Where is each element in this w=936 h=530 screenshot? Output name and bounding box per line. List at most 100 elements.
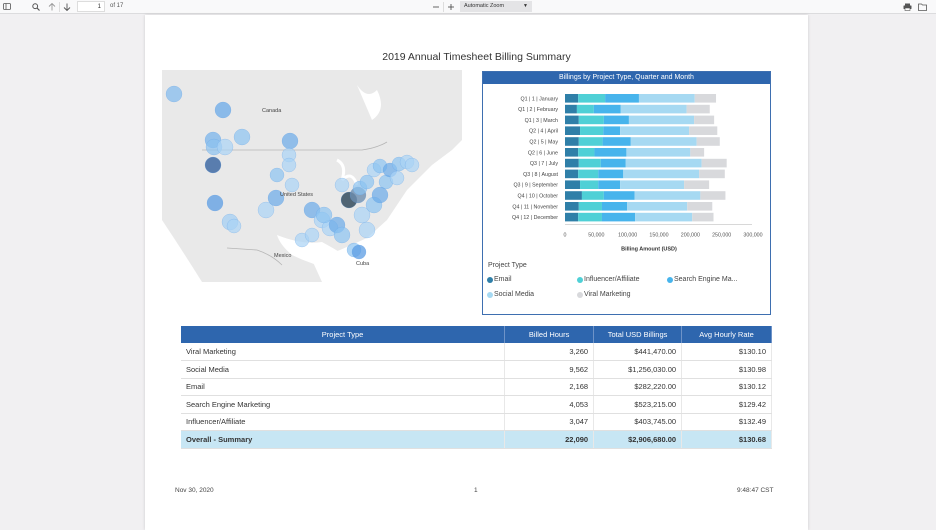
bar-segment-email[interactable] bbox=[565, 115, 579, 125]
bar-segment-email[interactable] bbox=[565, 126, 581, 135]
bar-segment-social-media[interactable] bbox=[635, 212, 693, 222]
bar-segment-social-media[interactable] bbox=[620, 104, 687, 114]
map-location-bubble[interactable] bbox=[204, 156, 222, 174]
bar-segment-search-engine-marketing[interactable] bbox=[598, 180, 621, 189]
bar-segment-influencer-affiliate[interactable] bbox=[580, 126, 604, 135]
legend-item-email[interactable]: Email bbox=[487, 276, 512, 283]
bar-segment-influencer-affiliate[interactable] bbox=[578, 115, 604, 125]
bar-segment-social-media[interactable] bbox=[626, 148, 691, 157]
bar-segment-social-media[interactable] bbox=[638, 94, 695, 103]
bar-segment-search-engine-marketing[interactable] bbox=[594, 148, 627, 157]
bar-segment-email[interactable] bbox=[565, 169, 579, 179]
bar-segment-influencer-affiliate[interactable] bbox=[578, 212, 602, 222]
bar-segment-search-engine-marketing[interactable] bbox=[598, 169, 624, 179]
legend-item-social-media[interactable]: Social Media bbox=[487, 291, 534, 298]
bar-segment-influencer-affiliate[interactable] bbox=[576, 104, 594, 114]
bar-segment-influencer-affiliate[interactable] bbox=[581, 191, 604, 200]
bar-segment-email[interactable] bbox=[565, 180, 581, 189]
map-location-bubble[interactable] bbox=[315, 206, 333, 224]
arrow-down-icon[interactable] bbox=[61, 1, 73, 12]
bar-segment-viral-marketing[interactable] bbox=[694, 115, 715, 125]
bar-segment-social-media[interactable] bbox=[627, 202, 688, 211]
print-icon[interactable] bbox=[901, 1, 913, 12]
map-location-bubble[interactable] bbox=[353, 206, 371, 224]
bar-segment-search-engine-marketing[interactable] bbox=[593, 104, 621, 114]
map-location-bubble[interactable] bbox=[371, 186, 389, 204]
map-location-bubble[interactable] bbox=[233, 128, 251, 146]
bar-segment-social-media[interactable] bbox=[623, 169, 700, 179]
bar-segment-social-media[interactable] bbox=[625, 158, 702, 168]
bar-segment-email[interactable] bbox=[565, 137, 579, 146]
bar-segment-viral-marketing[interactable] bbox=[696, 137, 720, 146]
map-location-bubble[interactable] bbox=[351, 244, 367, 260]
bar-segment-search-engine-marketing[interactable] bbox=[605, 94, 639, 103]
map-location-bubble[interactable] bbox=[334, 177, 350, 193]
page-number-input[interactable]: 1 bbox=[77, 1, 105, 12]
bar-segment-email[interactable] bbox=[565, 158, 579, 168]
bar-segment-search-engine-marketing[interactable] bbox=[600, 158, 626, 168]
bar-segment-email[interactable] bbox=[565, 202, 579, 211]
map-location-bubble[interactable] bbox=[257, 201, 275, 219]
bar-segment-influencer-affiliate[interactable] bbox=[578, 137, 603, 146]
bar-segment-search-engine-marketing[interactable] bbox=[603, 126, 621, 135]
map-location-bubble[interactable] bbox=[389, 170, 405, 186]
bar-segment-influencer-affiliate[interactable] bbox=[578, 148, 595, 157]
search-icon[interactable] bbox=[30, 1, 42, 12]
column-header-avg-hourly-rate[interactable]: Avg Hourly Rate bbox=[681, 326, 772, 343]
bar-segment-search-engine-marketing[interactable] bbox=[601, 212, 636, 222]
open-file-icon[interactable] bbox=[916, 1, 928, 12]
bar-segment-social-media[interactable] bbox=[634, 191, 701, 200]
bar-segment-email[interactable] bbox=[565, 212, 579, 222]
legend-item-influencer-affiliate[interactable]: Influencer/Affiliate bbox=[577, 276, 640, 283]
bar-segment-viral-marketing[interactable] bbox=[699, 169, 725, 179]
bar-segment-search-engine-marketing[interactable] bbox=[603, 191, 635, 200]
bar-segment-search-engine-marketing[interactable] bbox=[603, 115, 629, 125]
bar-segment-email[interactable] bbox=[565, 104, 577, 114]
column-header-total-usd-billings[interactable]: Total USD Billings bbox=[593, 326, 683, 343]
bar-segment-social-media[interactable] bbox=[630, 137, 697, 146]
bar-segment-email[interactable] bbox=[565, 191, 582, 200]
map-location-bubble[interactable] bbox=[358, 221, 376, 239]
bar-segment-influencer-affiliate[interactable] bbox=[578, 202, 602, 211]
column-header-billed-hours[interactable]: Billed Hours bbox=[504, 326, 595, 343]
map-location-bubble[interactable] bbox=[267, 189, 285, 207]
bar-segment-viral-marketing[interactable] bbox=[692, 212, 714, 222]
map-location-bubble[interactable] bbox=[281, 132, 299, 150]
bar-segment-viral-marketing[interactable] bbox=[690, 148, 705, 157]
map-location-bubble[interactable] bbox=[333, 226, 351, 244]
zoom-select[interactable]: Automatic Zoom ▼ bbox=[460, 1, 532, 12]
bar-segment-search-engine-marketing[interactable] bbox=[602, 137, 631, 146]
map-location-bubble[interactable] bbox=[206, 194, 224, 212]
sidebar-toggle-icon[interactable] bbox=[1, 1, 13, 12]
legend-item-viral-marketing[interactable]: Viral Marketing bbox=[577, 291, 631, 298]
column-header-project-type[interactable]: Project Type bbox=[181, 326, 506, 343]
map-location-bubble[interactable] bbox=[226, 218, 242, 234]
map-location-bubble[interactable] bbox=[214, 101, 232, 119]
bar-segment-viral-marketing[interactable] bbox=[684, 180, 710, 189]
bar-segment-social-media[interactable] bbox=[620, 126, 690, 135]
bar-segment-social-media[interactable] bbox=[620, 180, 685, 189]
bar-segment-viral-marketing[interactable] bbox=[687, 202, 713, 211]
bar-segment-email[interactable] bbox=[565, 94, 579, 103]
map-location-bubble[interactable] bbox=[216, 138, 234, 156]
map-location-bubble[interactable] bbox=[304, 227, 320, 243]
map-location-bubble[interactable] bbox=[165, 85, 183, 103]
map-location-bubble[interactable] bbox=[269, 167, 285, 183]
bar-segment-email[interactable] bbox=[565, 148, 579, 157]
zoom-in-icon[interactable] bbox=[445, 1, 457, 12]
bar-segment-viral-marketing[interactable] bbox=[694, 94, 717, 103]
map-location-bubble[interactable] bbox=[284, 177, 300, 193]
bar-segment-influencer-affiliate[interactable] bbox=[578, 158, 601, 168]
bar-segment-search-engine-marketing[interactable] bbox=[601, 202, 628, 211]
map-location-bubble[interactable] bbox=[404, 157, 420, 173]
bar-segment-social-media[interactable] bbox=[628, 115, 695, 125]
zoom-out-icon[interactable] bbox=[430, 1, 442, 12]
bar-segment-viral-marketing[interactable] bbox=[701, 158, 727, 168]
billing-location-map[interactable]: Canada United States Mexico Cuba bbox=[162, 70, 462, 282]
bar-segment-influencer-affiliate[interactable] bbox=[580, 180, 599, 189]
bar-segment-influencer-affiliate[interactable] bbox=[578, 169, 599, 179]
map-location-bubble[interactable] bbox=[359, 174, 375, 190]
bar-segment-viral-marketing[interactable] bbox=[689, 126, 718, 135]
bar-segment-viral-marketing[interactable] bbox=[686, 104, 710, 114]
bar-segment-viral-marketing[interactable] bbox=[700, 191, 726, 200]
